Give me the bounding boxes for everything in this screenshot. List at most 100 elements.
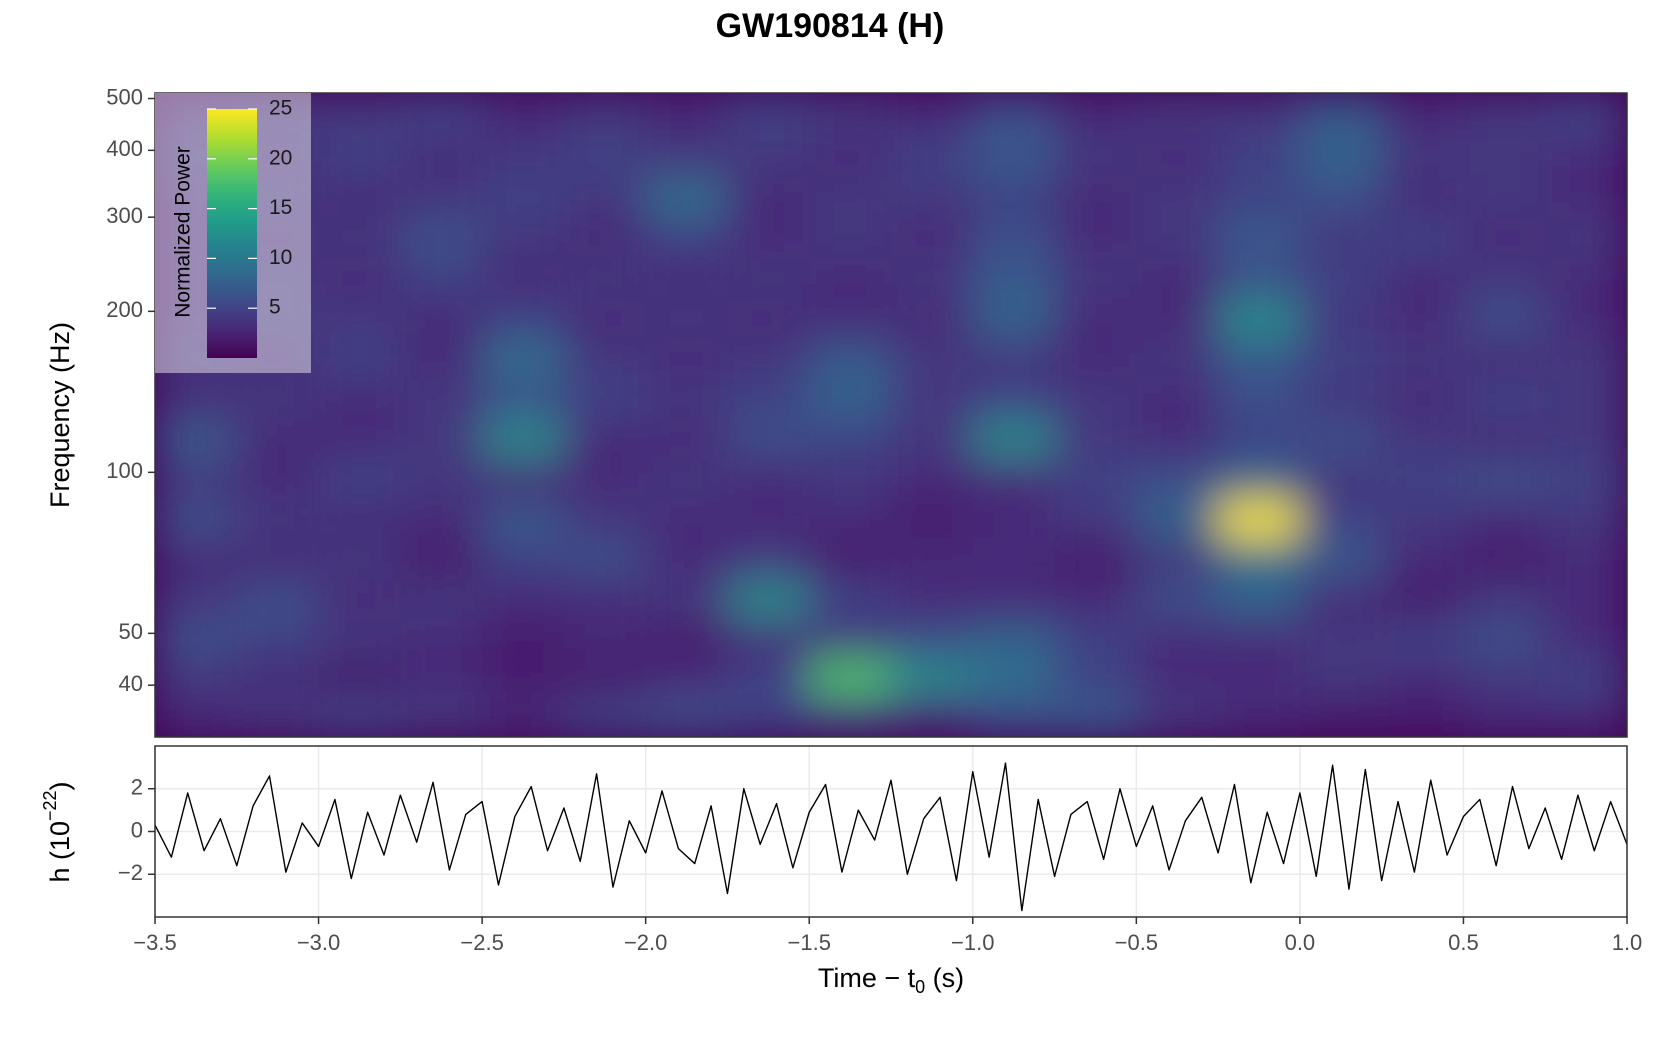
heatmap-cell [645,539,728,581]
heatmap-cell [972,136,1056,178]
label-part: h (10 [45,821,75,883]
heatmap-cell [972,539,1056,581]
heatmap-cell [155,579,238,621]
y-tick-label: 100 [106,458,143,483]
colorbar-tick-label: 5 [269,296,281,319]
heatmap-cell [1299,176,1383,218]
heatmap-cell [1381,176,1464,218]
heatmap-cell [891,136,974,178]
heatmap-cell [1381,418,1464,460]
y-tick-label: 500 [106,84,143,109]
heatmap-cell [1381,338,1464,379]
heatmap-cell [563,136,647,178]
heatmap-cell [1054,217,1137,259]
heatmap-cell [727,93,810,137]
heatmap-cell [563,539,647,581]
heatmap-cell [1299,619,1383,659]
x-tick-label: −1.0 [951,930,994,955]
heatmap-cell [155,697,238,737]
heatmap-cell [1218,418,1301,460]
heatmap-cell [1218,257,1301,299]
heatmap-cell [1054,499,1137,540]
heatmap-cell [482,93,565,137]
heatmap-cell [809,338,892,379]
heatmap-cell [563,697,647,737]
heatmap-cell [1136,619,1219,659]
heatmap-cell [1381,657,1464,698]
heatmap-cell [563,458,647,500]
heatmap-cell [236,458,320,500]
heatmap-cell [1054,136,1137,178]
heatmap-cell [1381,579,1464,621]
heatmap-cell [1299,657,1383,698]
heatmap-cell [645,257,728,299]
heatmap-cell [645,93,728,137]
heatmap-cell [1136,338,1219,379]
heatmap-cell [1381,257,1464,299]
heatmap-cell [1136,176,1219,218]
heatmap-cell [318,499,401,540]
heatmap-cell [645,579,728,621]
heatmap-cell [1463,657,1546,698]
heatmap-cell [400,176,483,218]
heatmap-cell [645,697,728,737]
heatmap-cell [1545,458,1627,500]
chart-title: GW190814 (H) [716,7,945,45]
heatmap-cell [1218,539,1301,581]
heatmap-cell [1136,257,1219,299]
heatmap-cell [1054,458,1137,500]
heatmap-cell [727,458,810,500]
y-tick-label: 40 [119,671,143,696]
heatmap-cell [809,697,892,737]
heatmap-cell [1463,499,1546,540]
heatmap-cell [891,217,974,259]
heatmap-cell [1545,499,1627,540]
heatmap-cell [809,619,892,659]
x-tick-label: −0.5 [1115,930,1158,955]
heatmap-cell [563,257,647,299]
label-part: Time − t [818,963,916,993]
heatmap-cell [891,539,974,581]
heatmap-cell [891,378,974,420]
heatmap-cell [1054,697,1137,737]
heatmap-cell [1299,297,1383,339]
heatmap-cell [1299,217,1383,259]
heatmap-cell [727,539,810,581]
heatmap-cell [809,217,892,259]
heatmap-cell [400,539,483,581]
heatmap-cell [400,458,483,500]
heatmap-cell [482,539,565,581]
y-tick-label: 0 [131,817,143,842]
heatmap-cell [1545,579,1627,621]
heatmap-cell [318,579,401,621]
heatmap-cell [1545,257,1627,299]
heatmap-cell [1299,499,1383,540]
heatmap-cell [482,297,565,339]
heatmap-cell [972,297,1056,339]
heatmap-cell [727,619,810,659]
heatmap-cell [400,418,483,460]
heatmap-cell [1299,539,1383,581]
heatmap-cell [972,338,1056,379]
heatmap-cell [727,338,810,379]
heatmap-cell [1136,93,1219,137]
heatmap-cell [1054,93,1137,137]
heatmap-cell [1136,697,1219,737]
heatmap-cell [645,378,728,420]
spectrogram [155,93,1627,737]
heatmap-cell [891,657,974,698]
heatmap-cell [318,657,401,698]
heatmap-cell [1218,499,1301,540]
heatmap-cell [1545,697,1627,737]
heatmap-cell [1463,136,1546,178]
heatmap-cell [1218,217,1301,259]
heatmap-cell [972,499,1056,540]
legend-title: Normalized Power [172,146,195,318]
heatmap-cell [1218,657,1301,698]
heatmap-cell [891,257,974,299]
heatmap-cell [1218,579,1301,621]
heatmap-cell [972,657,1056,698]
heatmap-cell [1218,297,1301,339]
heatmap-cell [1054,539,1137,581]
